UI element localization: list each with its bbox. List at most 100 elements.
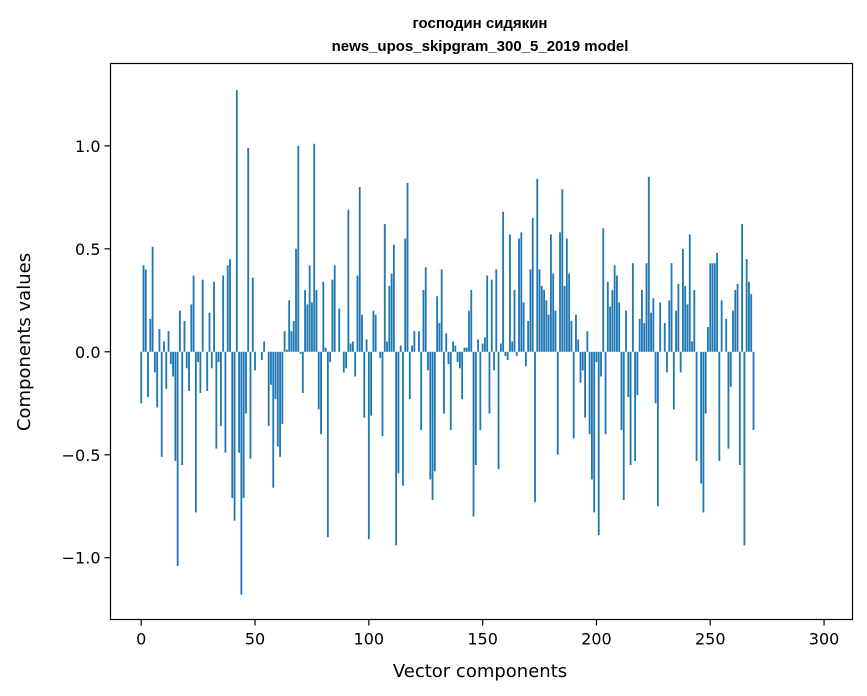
bar — [174, 351, 177, 461]
bar — [158, 329, 161, 352]
bar — [629, 351, 632, 466]
bar — [727, 351, 730, 449]
bar — [686, 304, 689, 352]
bar — [509, 234, 511, 352]
bar — [725, 318, 728, 352]
bar — [738, 351, 741, 466]
y-tick-label: −0.5 — [62, 446, 101, 465]
bar — [470, 290, 473, 352]
bar — [654, 351, 657, 404]
bar — [511, 341, 514, 352]
bar — [438, 322, 441, 352]
bar — [301, 351, 304, 393]
y-tick-label: 0.5 — [75, 240, 100, 259]
y-tick-label: 0.0 — [75, 343, 100, 362]
bar — [656, 351, 659, 507]
bar — [142, 265, 145, 352]
bar — [201, 279, 204, 352]
bar — [647, 176, 650, 352]
bar — [556, 351, 559, 455]
bar — [199, 351, 202, 393]
bar — [420, 351, 423, 431]
bar — [365, 339, 368, 352]
x-axis-ticks: 0 50 100 150 200 250 300 — [136, 619, 839, 649]
y-tick-label: 1.0 — [75, 137, 100, 156]
bar — [140, 351, 143, 404]
bar — [347, 209, 350, 352]
bar — [645, 263, 648, 352]
bar — [386, 341, 388, 352]
chart-subtitle: news_upos_skipgram_300_5_2019 model — [332, 38, 629, 55]
bar — [595, 351, 598, 363]
bar — [176, 351, 179, 566]
bar — [445, 333, 448, 352]
y-axis-label: Components values — [14, 253, 35, 431]
bar — [395, 351, 398, 546]
bar — [627, 351, 630, 398]
bar — [741, 224, 744, 352]
bar — [190, 304, 193, 352]
bar — [568, 273, 571, 352]
bar — [404, 238, 407, 352]
bar — [402, 351, 404, 486]
bar — [613, 265, 616, 352]
bar — [167, 331, 170, 352]
bar — [370, 351, 373, 416]
bar — [247, 147, 250, 352]
bar — [638, 318, 641, 352]
bar — [447, 351, 450, 365]
bar — [151, 246, 154, 352]
bar — [308, 265, 311, 352]
bar — [486, 275, 489, 352]
bar — [461, 351, 464, 400]
bar — [215, 351, 218, 449]
bar — [424, 267, 427, 352]
bar — [495, 269, 498, 352]
bar — [691, 341, 693, 352]
bar — [620, 351, 623, 431]
bar — [254, 351, 256, 371]
bar — [670, 263, 673, 352]
bar — [707, 327, 709, 352]
bar — [197, 351, 200, 363]
bar — [668, 300, 671, 352]
bar — [374, 314, 377, 352]
bar — [493, 351, 495, 371]
bar — [249, 351, 252, 459]
x-tick-label: 200 — [581, 630, 612, 649]
bar — [297, 145, 300, 352]
bar — [238, 351, 241, 453]
bar — [545, 300, 548, 352]
bar — [213, 281, 215, 352]
bar — [547, 314, 550, 352]
bar — [552, 273, 555, 352]
bar — [429, 351, 432, 480]
bar — [427, 351, 429, 371]
bar — [538, 269, 541, 352]
bar — [288, 300, 291, 352]
bar — [406, 182, 409, 352]
bar — [529, 269, 532, 352]
bar — [577, 339, 580, 352]
bar — [192, 275, 195, 352]
bar — [324, 347, 327, 352]
bar — [440, 269, 443, 352]
bar — [229, 259, 231, 352]
bar — [565, 238, 568, 352]
bar — [481, 343, 484, 352]
bar — [411, 345, 413, 352]
bar — [399, 345, 402, 352]
bar — [518, 238, 520, 352]
bar — [317, 351, 320, 410]
bar — [183, 320, 186, 352]
bar — [531, 217, 534, 352]
bar — [484, 337, 486, 352]
y-axis-ticks: −1.0 −0.5 0.0 0.5 1.0 — [62, 137, 111, 568]
bar — [456, 351, 459, 363]
bar — [433, 351, 436, 472]
bar — [172, 351, 174, 377]
bar — [716, 252, 718, 352]
bar — [586, 331, 589, 352]
bar — [329, 351, 332, 363]
